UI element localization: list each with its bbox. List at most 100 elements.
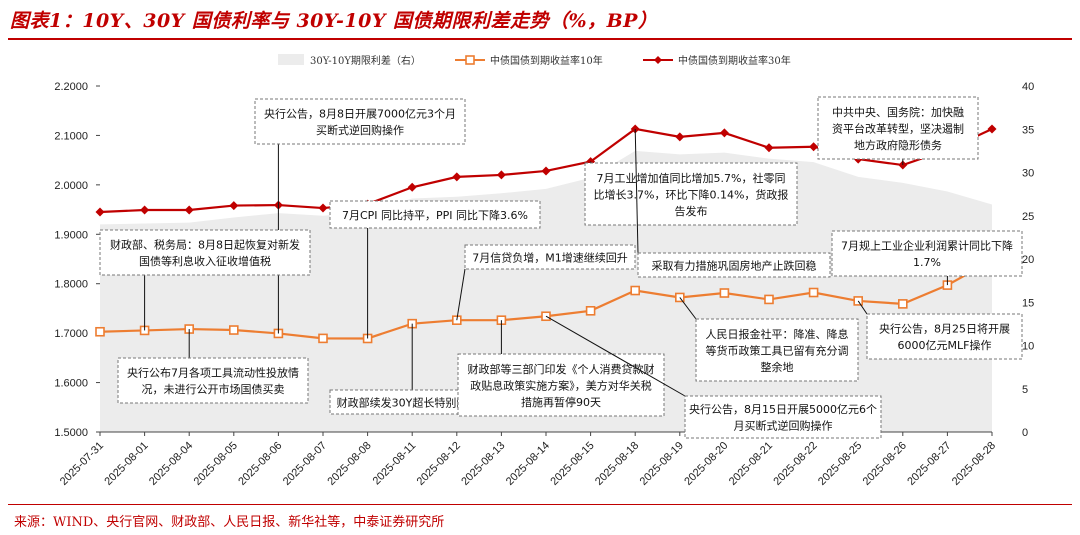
y2-tick-label: 30 bbox=[1022, 168, 1034, 180]
yield-30y-point bbox=[496, 170, 506, 180]
annotation-text: 采取有力措施巩固房地产止跌回稳 bbox=[652, 258, 817, 272]
yield-30y-point bbox=[184, 205, 194, 215]
annotation-callout: 财政部等三部门印发《个人消费贷款财政贴息政策实施方案》，美方对华关税措施再暂停9… bbox=[457, 320, 665, 417]
legend-30y-label: 中债国债到期收益率30年 bbox=[678, 54, 791, 67]
x-tick-label: 2025-08-08 bbox=[325, 440, 373, 488]
x-tick-label: 2025-08-20 bbox=[682, 440, 730, 488]
yield-30y-point bbox=[541, 166, 551, 176]
annotation-box bbox=[464, 244, 636, 270]
legend-10y-label: 中债国债到期收益率10年 bbox=[490, 54, 603, 67]
y2-tick-label: 25 bbox=[1022, 211, 1034, 223]
yield-10y-point bbox=[318, 333, 328, 344]
annotation-text: 央行公告，8月25日将开展 bbox=[879, 323, 1010, 336]
annotation-pointer bbox=[545, 315, 686, 397]
y2-tick-label: 40 bbox=[1022, 81, 1034, 93]
x-tick-label: 2025-08-13 bbox=[459, 440, 507, 488]
y-tick-label: 1.5000 bbox=[54, 427, 88, 439]
annotation-text: 整余地 bbox=[761, 360, 794, 374]
annotation-text: 7月CPI 同比持平，PPI 同比下降3.6% bbox=[342, 208, 528, 222]
annotation-text: 比增长3.7%，环比下降0.14%，货政报 bbox=[594, 187, 789, 201]
annotation-pointer bbox=[456, 268, 466, 321]
annotation-text: 买断式逆回购操作 bbox=[316, 123, 404, 137]
annotation-callout: 7月信贷负增，M1增速继续回升 bbox=[456, 244, 636, 321]
x-tick-label: 2025-08-01 bbox=[102, 440, 150, 488]
annotation-text: 况，未进行公开市场国债买卖 bbox=[142, 382, 285, 396]
x-tick-label: 2025-08-18 bbox=[593, 440, 641, 488]
yield-10y-point bbox=[229, 325, 239, 335]
y2-tick-label: 35 bbox=[1022, 124, 1034, 136]
annotation-text: 7月规上工业企业利润累计同比下降 bbox=[841, 239, 1013, 253]
annotation-text: 资平台改革转型，坚决遏制 bbox=[832, 121, 964, 135]
annotation-box bbox=[817, 96, 979, 160]
annotation-pointer bbox=[634, 128, 639, 254]
annotation-text: 中共中央、国务院：加快融 bbox=[832, 105, 964, 119]
annotation-text: 措施再暂停90天 bbox=[521, 395, 601, 409]
annotation-text: 财政部等三部门印发《个人消费贷款财 bbox=[468, 362, 655, 376]
yield-10y-point bbox=[897, 299, 908, 309]
yield-10y-point bbox=[764, 294, 774, 305]
x-tick-label: 2025-08-07 bbox=[281, 440, 329, 488]
annotation-text: 财政部续发30Y超长特别国债 bbox=[337, 395, 479, 409]
annotation-text: 1.7% bbox=[913, 256, 941, 269]
source-note: 来源：WIND、央行官网、财政部、人民日报、新华社等，中泰证券研究所 bbox=[14, 515, 445, 530]
annotation-text: 月买断式逆回购操作 bbox=[734, 419, 833, 433]
y2-tick-label: 5 bbox=[1022, 384, 1028, 396]
yield-30y-point bbox=[140, 205, 150, 215]
yield-10y-point bbox=[719, 288, 730, 298]
legend-10y-marker bbox=[465, 55, 475, 65]
yield-30y-point bbox=[987, 124, 997, 134]
y-tick-label: 2.0000 bbox=[54, 180, 88, 192]
annotation-text: 政贴息政策实施方案》，美方对华关税 bbox=[470, 378, 652, 392]
annotation-callout: 采取有力措施巩固房地产止跌回稳 bbox=[634, 128, 831, 278]
x-tick-label: 2025-08-04 bbox=[147, 440, 195, 488]
annotation-box bbox=[866, 313, 1023, 360]
y2-tick-label: 10 bbox=[1022, 341, 1034, 353]
legend-30y-marker bbox=[654, 56, 662, 64]
annotation-text: 财政部、税务局：8月8日起恢复对新发 bbox=[110, 238, 300, 252]
annotation-callout: 7月规上工业企业利润累计同比下降 1.7% bbox=[831, 230, 1023, 286]
x-tick-label: 2025-07-31 bbox=[58, 440, 106, 488]
y-tick-label: 2.2000 bbox=[54, 81, 88, 93]
x-tick-label: 2025-08-14 bbox=[504, 440, 552, 488]
x-tick-label: 2025-08-06 bbox=[236, 440, 284, 488]
y2-tick-label: 15 bbox=[1022, 297, 1034, 309]
annotation-text: 告发布 bbox=[675, 204, 708, 218]
annotation-callout: 7月CPI 同比持平，PPI 同比下降3.6% bbox=[329, 200, 541, 339]
annotation-text: 7月信贷负增，M1增速继续回升 bbox=[472, 250, 628, 264]
y-tick-label: 2.1000 bbox=[54, 130, 88, 142]
annotation-box bbox=[329, 200, 541, 229]
x-tick-label: 2025-08-19 bbox=[638, 440, 686, 488]
annotation-box bbox=[637, 252, 831, 278]
x-tick-label: 2025-08-22 bbox=[771, 440, 819, 488]
yield-30y-point bbox=[95, 207, 105, 217]
annotation-pointer bbox=[857, 300, 868, 315]
annotation-box bbox=[99, 229, 311, 276]
x-tick-label: 2025-08-12 bbox=[415, 440, 463, 488]
chart-area: 1.5000 1.6000 1.7000 1.8000 1.9000 2.0000 2.10… bbox=[54, 54, 1034, 488]
annotation-box bbox=[684, 395, 882, 439]
legend-spread-label: 30Y-10Y期限利差（右） bbox=[310, 54, 421, 67]
y2-tick-label: 0 bbox=[1022, 427, 1028, 439]
x-tick-label: 2025-08-05 bbox=[192, 440, 240, 488]
legend-spread-swatch bbox=[278, 54, 304, 65]
x-tick-label: 2025-08-28 bbox=[950, 440, 998, 488]
yield-30y-point bbox=[318, 203, 328, 213]
annotation-pointer bbox=[679, 297, 697, 320]
annotation-text: 央行公告，8月15日开展5000亿元6个 bbox=[689, 403, 877, 416]
annotation-callout: 7月工业增加值同比增加5.7%，社零同比增长3.7%，环比下降0.14%，货政报… bbox=[584, 161, 798, 226]
x-tick-label: 2025-08-25 bbox=[816, 440, 864, 488]
yield-10y-point bbox=[585, 306, 596, 316]
x-tick-label: 2025-08-15 bbox=[548, 440, 596, 488]
yield-30y-point bbox=[675, 132, 685, 142]
annotation-text: 央行公布7月各项工具流动性投放情 bbox=[127, 366, 299, 380]
yield-30y-point bbox=[764, 143, 774, 153]
yield-10y-point bbox=[95, 326, 105, 337]
annotation-box bbox=[584, 162, 798, 226]
annotation-box bbox=[254, 98, 466, 145]
yield-30y-point bbox=[407, 182, 417, 192]
annotation-text: 7月工业增加值同比增加5.7%，社零同 bbox=[597, 171, 786, 185]
